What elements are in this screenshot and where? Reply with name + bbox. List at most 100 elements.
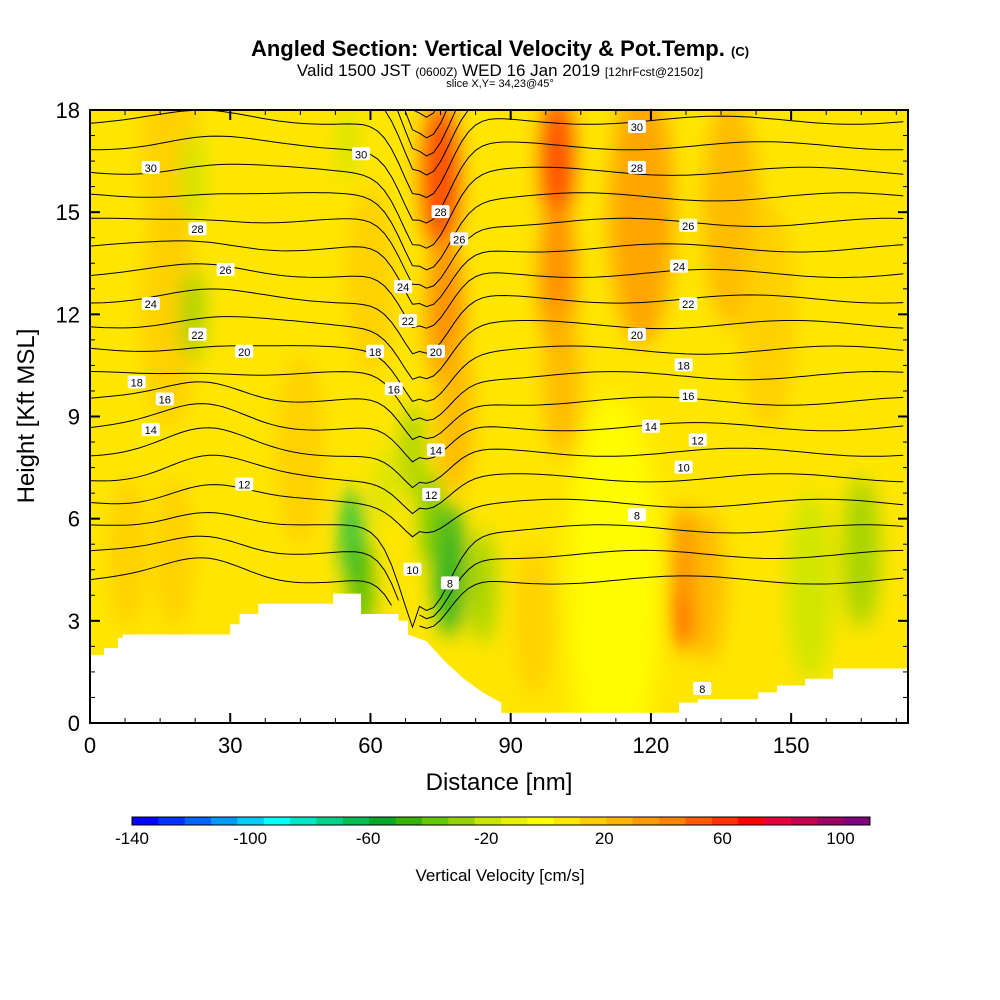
svg-text:24: 24: [145, 299, 157, 311]
colorbar-swatch-0: [132, 817, 159, 825]
contour-label-24-0: 24: [141, 297, 160, 311]
isotherm-line-17: [90, 135, 904, 224]
svg-text:10: 10: [678, 463, 690, 475]
svg-text:14: 14: [430, 446, 442, 458]
colorbar-swatch-11: [421, 817, 449, 825]
svg-text:30: 30: [355, 149, 367, 161]
isotherm-line-16: [90, 163, 904, 249]
svg-text:28: 28: [191, 224, 203, 236]
contour-label-16-0: 16: [155, 392, 174, 406]
svg-text:8: 8: [447, 578, 453, 590]
isotherm-line-18: [90, 110, 904, 199]
svg-text:26: 26: [453, 234, 465, 246]
svg-text:22: 22: [191, 330, 203, 342]
x-tick-label-5: 150: [773, 733, 810, 758]
contour-label-20-0: 20: [235, 344, 254, 359]
colorbar-tick-label-0: -140: [115, 829, 149, 848]
terrain: [90, 593, 908, 723]
velocity-cell-18: [515, 544, 553, 697]
velocity-cell-2: [421, 110, 460, 255]
x-tick-label-1: 30: [218, 733, 242, 758]
velocity-cell-12: [276, 355, 324, 546]
contour-label-16-2: 16: [679, 389, 698, 403]
contour-label-8-0: 8: [440, 576, 459, 590]
title-unit: (C): [731, 44, 750, 59]
contour-label-26-0: 26: [216, 263, 235, 277]
y-tick-label-5: 15: [56, 200, 80, 225]
svg-text:10: 10: [406, 565, 418, 577]
y-tick-label-1: 3: [68, 609, 80, 634]
svg-text:28: 28: [631, 163, 643, 175]
colorbar-tick-label-6: 100: [826, 829, 854, 848]
colorbar-tick-label-2: -60: [356, 829, 381, 848]
x-axis-label: Distance [nm]: [426, 769, 573, 796]
colorbar-swatch-25: [790, 817, 818, 825]
velocity-cell-7: [543, 306, 581, 459]
contour-label-18-0: 18: [127, 375, 146, 389]
isotherm-line-6: [90, 403, 904, 463]
isotherm-line-26: [90, 0, 903, 24]
isotherm-line-14: [90, 217, 904, 289]
colorbar-swatch-6: [290, 817, 317, 825]
colorbar-swatch-12: [448, 817, 476, 825]
valid-time: Valid 1500 JST (0600Z) WED 16 Jan 2019 […: [296, 61, 704, 80]
colorbar-swatch-1: [158, 817, 186, 825]
colorbar-swatch-8: [342, 817, 370, 825]
chart-title: Angled Section: Vertical Velocity & Pot.…: [250, 36, 750, 61]
colorbar-swatch-22: [711, 817, 739, 825]
contour-label-22-1: 22: [398, 314, 417, 328]
isotherm-line-22: [412, 110, 436, 118]
velocity-cell-30: [375, 446, 394, 523]
svg-text:12: 12: [692, 435, 704, 447]
svg-text:16: 16: [159, 394, 171, 406]
velocity-cell-27: [400, 403, 425, 499]
velocity-cell-10: [739, 200, 796, 429]
isotherm-line-0: [90, 557, 904, 629]
colorbar-title: Vertical Velocity [cm/s]: [415, 866, 584, 885]
contour-label-8-2: 8: [693, 681, 712, 696]
svg-text:8: 8: [699, 684, 705, 696]
contour-label-28-2: 28: [627, 160, 646, 175]
velocity-field: 8 8 8 10 10 12 12 12 14 14 14 16 16 16 18 18 18 20 20 20 22 2…: [90, 0, 908, 723]
x-tick-label-0: 0: [84, 733, 96, 758]
isotherm-line-15: [90, 192, 904, 271]
colorbar-swatch-9: [369, 817, 397, 825]
colorbar-swatch-10: [395, 817, 423, 825]
isotherm-line-9: [90, 345, 904, 402]
isotherm-line-4: [90, 454, 904, 515]
colorbar-swatch-13: [474, 817, 502, 825]
svg-text:20: 20: [430, 347, 442, 359]
contour-label-12-2: 12: [688, 433, 707, 447]
y-tick-label-2: 6: [68, 507, 80, 532]
isotherm-line-13: [90, 240, 904, 308]
svg-text:26: 26: [219, 265, 231, 277]
svg-text:18: 18: [678, 360, 690, 372]
y-axis-label: Height [Kft MSL]: [13, 329, 40, 504]
slice-info: slice X,Y= 34,23@45°: [446, 78, 554, 90]
svg-text:26: 26: [682, 221, 694, 233]
y-tick-label-6: 18: [56, 98, 80, 123]
x-tick-label-3: 90: [498, 733, 522, 758]
velocity-cell-13: [108, 476, 147, 629]
contour-label-30-2: 30: [627, 120, 646, 134]
colorbar-swatch-15: [527, 817, 555, 825]
y-tick-label-0: 0: [68, 711, 80, 736]
velocity-cell-29: [786, 491, 834, 682]
contour-label-24-1: 24: [394, 280, 413, 294]
contour-label-26-2: 26: [679, 218, 698, 233]
velocity-cell-1: [141, 200, 198, 429]
colorbar-tick-label-4: 20: [595, 829, 614, 848]
svg-text:12: 12: [425, 490, 437, 502]
isotherm-line-24: [90, 0, 903, 67]
colorbar-swatch-27: [843, 817, 871, 825]
svg-text:22: 22: [402, 316, 414, 328]
contour-label-10-1: 10: [674, 460, 693, 475]
contour-label-22-2: 22: [679, 297, 698, 311]
colorbar-swatch-16: [553, 817, 581, 825]
contour-label-10-0: 10: [403, 562, 422, 577]
svg-text:8: 8: [634, 510, 640, 522]
isotherm-line-7: [90, 381, 904, 441]
isotherm-line-5: [90, 427, 904, 489]
colorbar-swatch-4: [237, 817, 265, 825]
isotherm-line-8: [90, 370, 904, 422]
